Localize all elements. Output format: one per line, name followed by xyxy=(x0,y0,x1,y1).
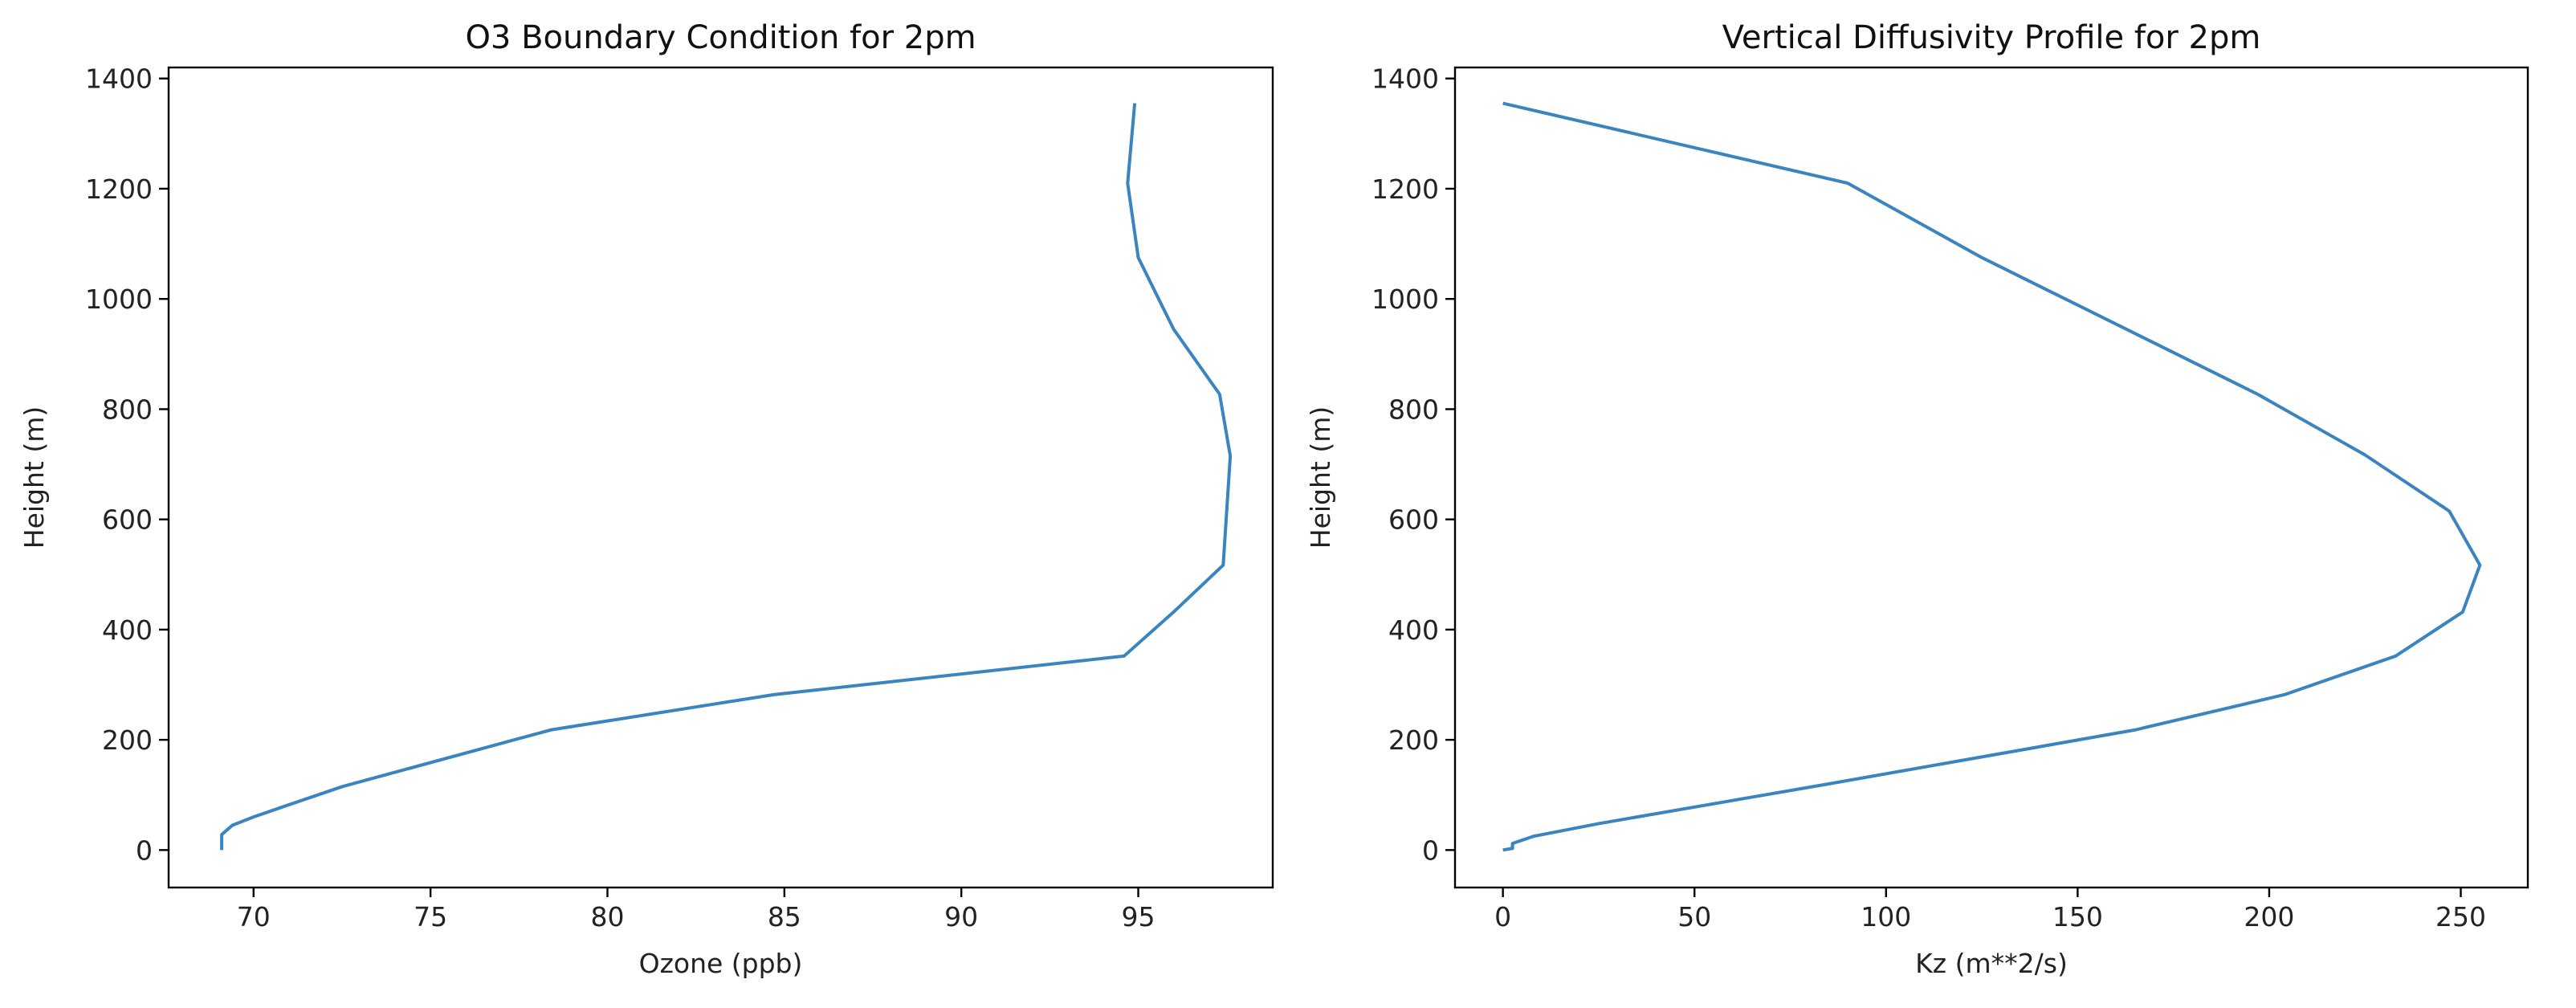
ozone-x-tick-label: 75 xyxy=(414,901,447,933)
ozone-x-tick-label: 80 xyxy=(590,901,624,933)
kz-y-tick-label: 800 xyxy=(1388,394,1439,425)
kz-y-tick-label: 0 xyxy=(1422,835,1439,866)
kz-y-axis: 0 200 400 600 800 1000 1200 1400 xyxy=(1372,63,1455,866)
ozone-y-tick-label: 0 xyxy=(136,835,153,866)
kz-chart: Vertical Diffusivity Profile for 2pm 0 50… xyxy=(1305,19,2529,979)
ozone-x-tick-label: 95 xyxy=(1122,901,1156,933)
kz-y-tick-label: 1200 xyxy=(1372,173,1439,205)
ozone-x-tick-label: 85 xyxy=(768,901,801,933)
kz-x-axis-label: Kz (m**2/s) xyxy=(1915,948,2068,979)
ozone-y-axis: 0 200 400 600 800 1000 1200 1400 xyxy=(85,63,169,866)
ozone-y-tick-label: 800 xyxy=(102,394,153,425)
ozone-plot-area xyxy=(220,103,1233,851)
ozone-chart-title: O3 Boundary Condition for 2pm xyxy=(465,19,976,56)
ozone-y-tick-label: 400 xyxy=(102,614,153,646)
ozone-y-tick-label: 200 xyxy=(102,724,153,756)
kz-series-line xyxy=(1502,101,2482,852)
kz-y-tick-label: 1400 xyxy=(1372,63,1439,95)
kz-x-tick-label: 50 xyxy=(1677,901,1711,933)
kz-y-tick-label: 400 xyxy=(1388,614,1439,646)
kz-x-tick-label: 250 xyxy=(2435,901,2486,933)
ozone-x-tick-label: 70 xyxy=(237,901,271,933)
ozone-y-tick-label: 1200 xyxy=(85,173,153,205)
ozone-y-tick-label: 600 xyxy=(102,504,153,536)
ozone-series-line xyxy=(220,103,1233,851)
kz-plot-area xyxy=(1502,101,2482,852)
ozone-axes-frame xyxy=(167,66,1274,889)
kz-x-tick-label: 100 xyxy=(1861,901,1911,933)
kz-x-tick-label: 150 xyxy=(2052,901,2103,933)
ozone-x-axis: 70 75 80 85 90 95 xyxy=(237,888,1156,933)
ozone-y-tick-label: 1000 xyxy=(85,284,153,315)
ozone-x-axis-label: Ozone (ppb) xyxy=(639,948,803,979)
kz-x-axis: 0 50 100 150 200 250 xyxy=(1494,888,2486,933)
ozone-x-tick-label: 90 xyxy=(944,901,978,933)
ozone-y-axis-label: Height (m) xyxy=(18,406,50,549)
kz-axes-frame xyxy=(1453,66,2529,889)
kz-y-tick-label: 200 xyxy=(1388,724,1439,756)
kz-y-tick-label: 1000 xyxy=(1372,284,1439,315)
ozone-y-tick-label: 1400 xyxy=(85,63,153,95)
kz-y-tick-label: 600 xyxy=(1388,504,1439,536)
kz-chart-title: Vertical Diffusivity Profile for 2pm xyxy=(1722,19,2261,56)
ozone-chart: O3 Boundary Condition for 2pm 70 75 80 85 90… xyxy=(18,19,1274,979)
kz-x-tick-label: 0 xyxy=(1494,901,1511,933)
kz-x-tick-label: 200 xyxy=(2244,901,2294,933)
kz-y-axis-label: Height (m) xyxy=(1305,406,1336,549)
